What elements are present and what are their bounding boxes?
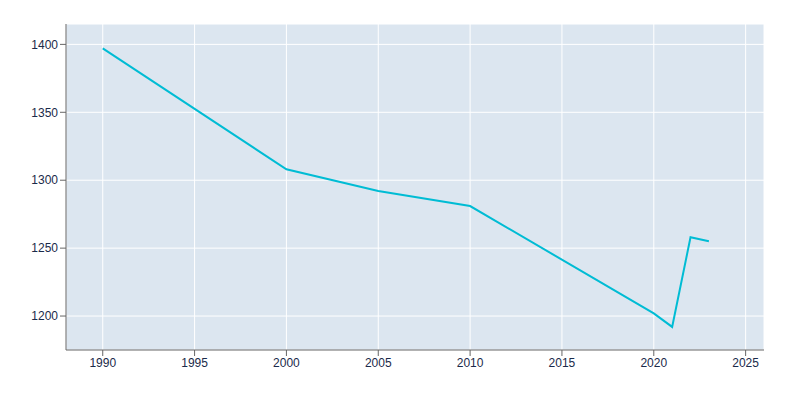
svg-text:1250: 1250 bbox=[31, 241, 58, 255]
svg-text:1400: 1400 bbox=[31, 38, 58, 52]
svg-text:1350: 1350 bbox=[31, 106, 58, 120]
svg-text:2000: 2000 bbox=[273, 356, 300, 370]
svg-text:1200: 1200 bbox=[31, 309, 58, 323]
svg-text:1300: 1300 bbox=[31, 173, 58, 187]
svg-text:2010: 2010 bbox=[457, 356, 484, 370]
svg-text:1990: 1990 bbox=[89, 356, 116, 370]
svg-text:2015: 2015 bbox=[549, 356, 576, 370]
svg-text:2005: 2005 bbox=[365, 356, 392, 370]
svg-text:1995: 1995 bbox=[181, 356, 208, 370]
svg-text:2020: 2020 bbox=[640, 356, 667, 370]
svg-text:2025: 2025 bbox=[732, 356, 759, 370]
